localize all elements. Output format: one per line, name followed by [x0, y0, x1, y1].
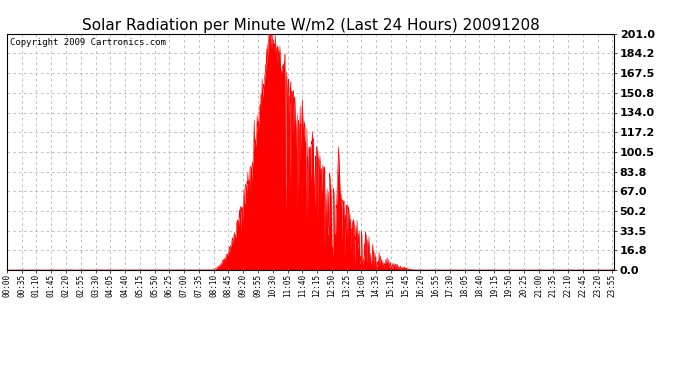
Text: Copyright 2009 Cartronics.com: Copyright 2009 Cartronics.com [10, 39, 166, 48]
Title: Solar Radiation per Minute W/m2 (Last 24 Hours) 20091208: Solar Radiation per Minute W/m2 (Last 24… [81, 18, 540, 33]
